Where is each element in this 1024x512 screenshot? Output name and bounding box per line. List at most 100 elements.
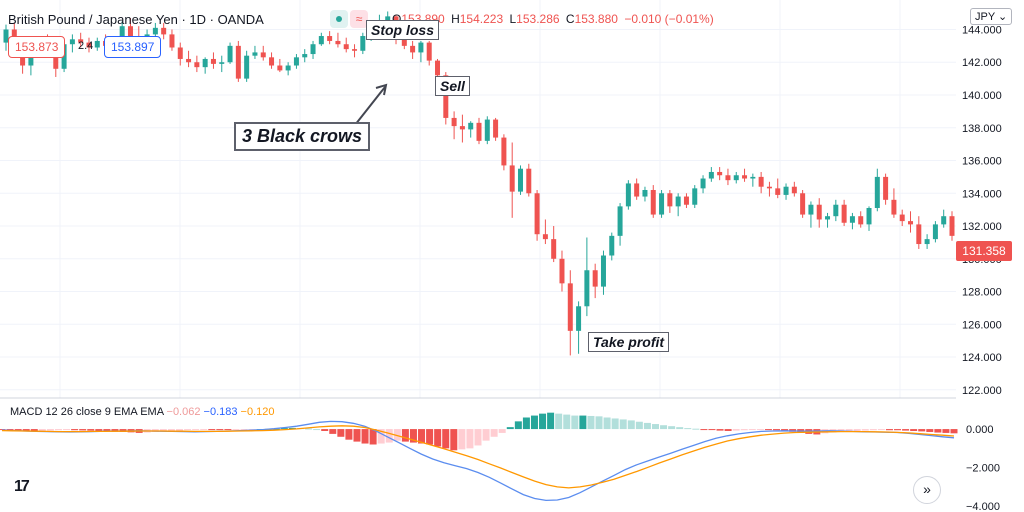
candle-body	[625, 183, 631, 207]
candle-body	[451, 117, 457, 127]
macd-hist-bar	[748, 429, 756, 431]
candle-body	[800, 193, 806, 215]
macd-hist-bar	[385, 429, 393, 443]
macd-hist-bar	[587, 415, 595, 430]
macd-hist-bar	[676, 427, 684, 430]
macd-hist-bar	[490, 429, 498, 437]
candle-body	[476, 122, 482, 141]
price-tick-label: 126.000	[962, 319, 1002, 331]
close-label: C	[565, 12, 575, 26]
macd-hist-bar	[361, 429, 369, 444]
candle-body	[53, 52, 59, 69]
candle-body	[717, 171, 723, 176]
macd-hist-bar	[46, 429, 54, 431]
price-tick-label: 144.000	[962, 24, 1002, 36]
price-tick-label: 136.000	[962, 156, 1002, 168]
wave-icon[interactable]: ≈	[350, 10, 368, 28]
candle-body	[642, 189, 648, 197]
candle-body	[285, 65, 291, 71]
candle-body	[517, 168, 523, 192]
candle-body	[841, 204, 847, 223]
macd-line-value: −0.183	[203, 406, 238, 418]
candle-body	[410, 45, 416, 53]
macd-hist-bar	[595, 416, 603, 430]
market-status-icon[interactable]	[330, 10, 348, 28]
macd-legend[interactable]: MACD 12 26 close 9 EMA EMA −0.062 −0.183…	[10, 406, 275, 418]
annotation-sell[interactable]: Sell	[435, 76, 470, 96]
price-tick-label: 138.000	[962, 123, 1002, 135]
candle-body	[733, 175, 739, 181]
price-tick-label: 124.000	[962, 352, 1002, 364]
annotation-take-profit[interactable]: Take profit	[588, 332, 670, 352]
macd-hist-bar	[337, 429, 345, 437]
last-price-label: 131.358	[956, 241, 1012, 261]
candle-body	[235, 45, 241, 79]
macd-hist-bar	[627, 420, 635, 430]
buy-price-button[interactable]: 153.897	[104, 36, 162, 58]
macd-hist-bar	[692, 428, 700, 430]
candle-body	[509, 165, 515, 192]
symbol-title[interactable]: British Pound / Japanese Yen · 1D · OAND…	[8, 12, 264, 27]
candle-body	[675, 196, 681, 207]
candle-body	[783, 186, 789, 195]
candle-body	[833, 204, 839, 217]
grid	[0, 0, 956, 398]
candle-body	[808, 204, 814, 215]
candle-body	[69, 39, 75, 45]
candle-body	[559, 258, 565, 284]
macd-hist-bar	[660, 425, 668, 430]
macd-hist-bar	[716, 429, 724, 431]
go-to-realtime-button[interactable]: »	[913, 476, 941, 504]
macd-hist-bar	[773, 429, 781, 431]
macd-hist-bar	[668, 426, 676, 430]
annotation-stop-loss[interactable]: Stop loss	[366, 20, 440, 40]
macd-hist-bar	[434, 429, 442, 447]
macd-hist-bar	[902, 429, 910, 431]
candle-body	[766, 186, 772, 189]
sell-price-button[interactable]: 153.873	[8, 36, 66, 58]
candle-body	[269, 57, 275, 66]
candle-body	[883, 176, 889, 200]
macd-hist-bar	[377, 429, 385, 444]
candle-body	[352, 49, 358, 51]
candle-body	[849, 216, 855, 223]
macd-hist-bar	[14, 429, 22, 431]
macd-legend-label: MACD 12 26 close 9 EMA EMA	[10, 406, 164, 418]
macd-hist-bar	[877, 429, 885, 431]
macd-hist-bar	[926, 429, 934, 432]
high-label: H	[451, 12, 460, 26]
candle-body	[932, 224, 938, 240]
annotation-three-black-crows[interactable]: 3 Black crows	[234, 122, 371, 151]
macd-hist-bar	[71, 429, 79, 431]
macd-hist-bar	[756, 429, 764, 431]
candle-body	[493, 119, 499, 138]
macd-hist-bar	[22, 429, 30, 432]
candle-body	[426, 42, 432, 61]
candle-body	[501, 137, 507, 166]
price-tick-label: 142.000	[962, 57, 1002, 69]
candle-body	[526, 168, 532, 194]
macd-hist-bar	[894, 429, 902, 431]
candle-body	[866, 208, 872, 225]
price-tick-label: 128.000	[962, 287, 1002, 299]
candle-body	[227, 45, 233, 63]
candle-body	[650, 189, 656, 215]
macd-hist-bar	[103, 429, 111, 432]
macd-hist-bar	[651, 424, 659, 430]
macd-hist-bar	[684, 428, 692, 430]
tradingview-logo[interactable]: 17	[14, 478, 30, 495]
macd-hist-bar	[167, 429, 175, 431]
candle-body	[617, 206, 623, 236]
candle-body	[418, 42, 424, 53]
currency-selector[interactable]: JPY ⌄	[970, 8, 1013, 25]
macd-hist-bar	[466, 429, 474, 449]
macd-hist-bar	[700, 429, 708, 431]
candle-body	[667, 193, 673, 207]
macd-hist-bar	[514, 421, 522, 430]
candle-body	[459, 126, 465, 130]
price-tick-label: 140.000	[962, 90, 1002, 102]
candle-body	[775, 188, 781, 195]
candle-body	[186, 58, 192, 63]
macd-hist-bar	[353, 429, 361, 442]
